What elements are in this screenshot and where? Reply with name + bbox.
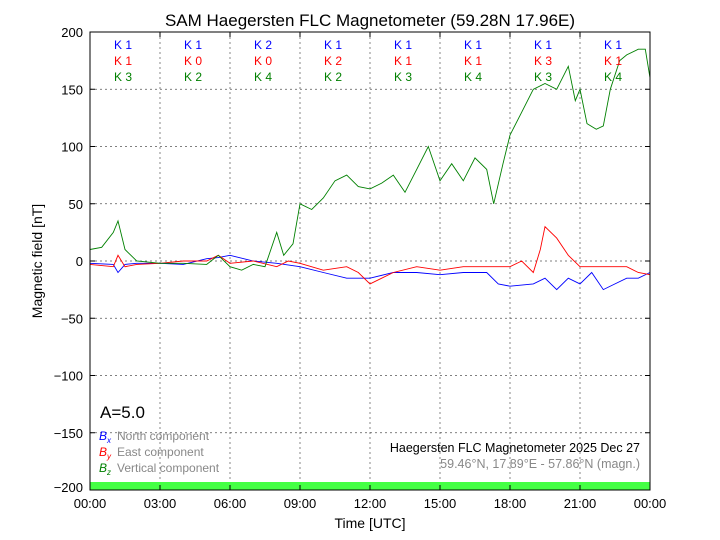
legend-symbol: Bz — [99, 461, 111, 477]
k-index-z: K 4 — [604, 70, 622, 84]
k-index-z: K 4 — [464, 70, 482, 84]
legend-symbol: By — [99, 445, 112, 461]
series-z-line — [89, 48, 651, 271]
y-tick-label: 100 — [61, 140, 83, 155]
grid — [89, 31, 651, 491]
legend-label: North component — [117, 429, 210, 443]
k-index-y: K 2 — [324, 54, 342, 68]
x-tick-label: 12:00 — [354, 496, 387, 511]
station-info: Haegersten FLC Magnetometer 2025 Dec 27 — [390, 441, 640, 455]
k-index-x: K 2 — [254, 38, 272, 52]
coords-info: 59.46°N, 17.89°E - 57.86°N (magn.) — [440, 457, 640, 471]
chart-title: SAM Haegersten FLC Magnetometer (59.28N … — [165, 11, 575, 30]
y-tick-label: −150 — [54, 426, 83, 441]
k-index-x: K 1 — [534, 38, 552, 52]
y-tick-label: 0 — [76, 254, 83, 269]
k-index-y: K 1 — [114, 54, 132, 68]
x-tick-label: 00:00 — [634, 496, 667, 511]
k-index-z: K 2 — [184, 70, 202, 84]
x-tick-label: 03:00 — [144, 496, 177, 511]
k-index-x: K 1 — [324, 38, 342, 52]
x-axis-label: Time [UTC] — [334, 515, 405, 531]
legend-label: Vertical component — [117, 461, 220, 475]
k-index-y: K 1 — [604, 54, 622, 68]
activity-index: A=5.0 — [100, 403, 145, 422]
axis-ticks: 00:00 03:00 06:00 09:00 12:00 15:00 18:00 21:00… — [54, 25, 667, 511]
x-tick-label: 00:00 — [74, 496, 107, 511]
legend-symbol: Bx — [99, 429, 112, 445]
x-tick-label: 15:00 — [424, 496, 457, 511]
legend-label: East component — [117, 445, 204, 459]
y-tick-label: 50 — [69, 197, 83, 212]
k-index-z: K 3 — [394, 70, 412, 84]
x-tick-label: 06:00 — [214, 496, 247, 511]
y-tick-label: 200 — [61, 25, 83, 40]
k-index-y: K 0 — [254, 54, 272, 68]
k-index-x: K 1 — [464, 38, 482, 52]
series-x-line — [89, 254, 651, 291]
k-index-z: K 4 — [254, 70, 272, 84]
series-lines — [89, 48, 651, 291]
k-index-y: K 1 — [394, 54, 412, 68]
k-index-x: K 1 — [604, 38, 622, 52]
k-index-y: K 1 — [464, 54, 482, 68]
k-index-z: K 3 — [534, 70, 552, 84]
k-index-x: K 1 — [114, 38, 132, 52]
k-index-x: K 1 — [394, 38, 412, 52]
legend: Bx North component By East component Bz Verti… — [99, 429, 220, 477]
y-axis-label: Magnetic field [nT] — [29, 204, 45, 318]
k-index-y: K 0 — [184, 54, 202, 68]
x-tick-label: 21:00 — [564, 496, 597, 511]
series-y-line — [89, 225, 651, 285]
y-tick-label: −50 — [61, 311, 83, 326]
y-tick-label: 150 — [61, 82, 83, 97]
k-index-z: K 3 — [114, 70, 132, 84]
y-tick-label: −200 — [54, 480, 83, 495]
k-index-y: K 3 — [534, 54, 552, 68]
k-indices: K 1 K 1 K 2 K 1 K 1 K 1 K 1 K 1 K 1 K 0 K 0 K 2 K 1 K… — [114, 38, 622, 84]
x-tick-label: 09:00 — [284, 496, 317, 511]
y-tick-label: −100 — [54, 369, 83, 384]
k-index-z: K 2 — [324, 70, 342, 84]
x-tick-label: 18:00 — [494, 496, 527, 511]
k-index-x: K 1 — [184, 38, 202, 52]
